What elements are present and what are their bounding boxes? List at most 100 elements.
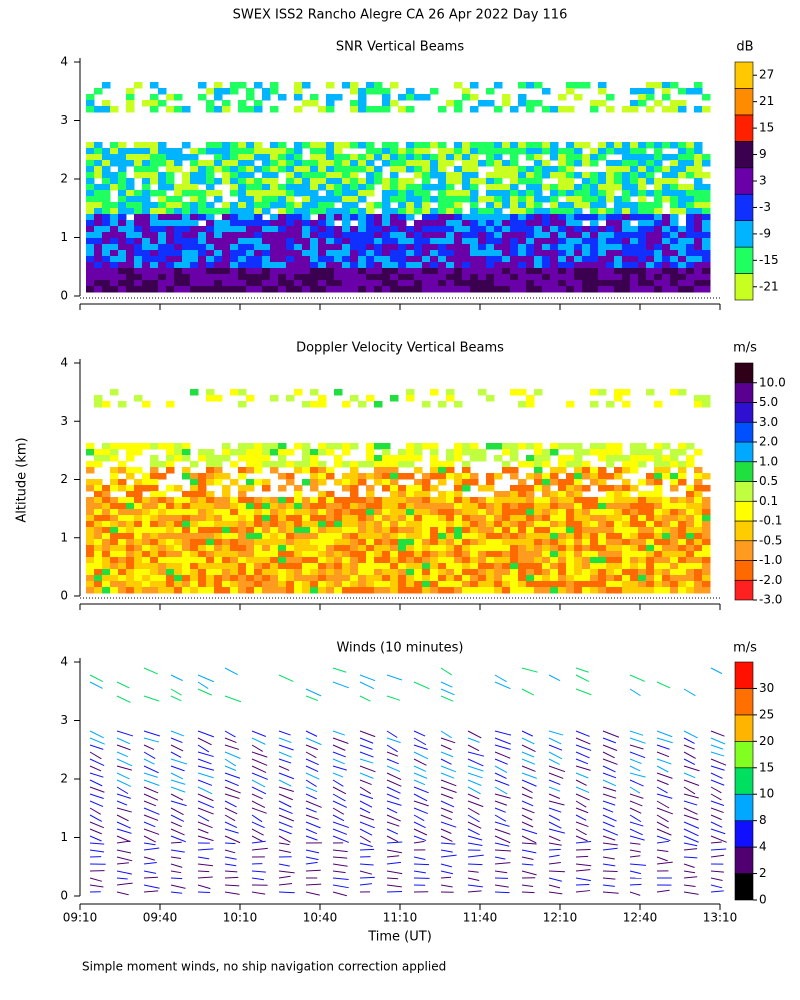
wind-barb — [224, 870, 238, 873]
field-cell — [598, 172, 607, 179]
field-cell — [286, 545, 295, 552]
wind-barb — [494, 793, 511, 799]
field-cell — [254, 106, 263, 113]
field-cell — [462, 581, 471, 588]
field-cell — [462, 166, 471, 173]
field-cell — [342, 190, 351, 197]
field-cell — [94, 401, 103, 408]
field-cell — [286, 274, 295, 281]
field-cell — [302, 82, 311, 89]
field-cell — [638, 178, 647, 185]
field-cell — [494, 527, 503, 534]
field-cell — [686, 280, 695, 287]
field-cell — [662, 166, 671, 173]
field-cell — [646, 268, 655, 275]
field-cell — [638, 88, 647, 95]
field-cell — [366, 262, 375, 269]
field-cell — [310, 202, 319, 209]
field-cell — [678, 461, 687, 468]
field-cell — [190, 238, 199, 245]
wind-barb — [575, 877, 591, 882]
field-cell — [102, 214, 111, 221]
wind-barb — [332, 765, 347, 771]
field-cell — [510, 539, 519, 546]
wind-barb — [413, 821, 426, 829]
colorbar-label: -9 — [759, 226, 771, 240]
field-cell — [510, 491, 519, 498]
field-cell — [534, 503, 543, 510]
field-cell — [102, 250, 111, 257]
field-cell — [622, 569, 631, 576]
field-cell — [222, 148, 231, 155]
wind-barb — [251, 751, 268, 758]
field-cell — [358, 587, 367, 594]
field-cell — [518, 100, 527, 107]
field-cell — [254, 280, 263, 287]
field-cell — [526, 208, 535, 215]
field-cell — [694, 184, 703, 191]
wind-barb — [494, 681, 511, 690]
field-cell — [694, 286, 703, 293]
field-cell — [366, 256, 375, 263]
field-cell — [534, 587, 543, 594]
field-cell — [470, 569, 479, 576]
field-cell — [574, 250, 583, 257]
wind-barb — [494, 821, 510, 827]
field-cell — [110, 509, 119, 516]
field-cell — [646, 515, 655, 522]
field-cell — [334, 148, 343, 155]
field-cell — [566, 214, 575, 221]
field-cell — [606, 262, 615, 269]
field-cell — [494, 160, 503, 167]
field-cell — [646, 286, 655, 293]
field-cell — [510, 178, 519, 185]
field-cell — [326, 106, 335, 113]
wind-barb — [467, 842, 483, 847]
field-cell — [222, 214, 231, 221]
wind-barb — [629, 835, 645, 841]
field-cell — [598, 262, 607, 269]
field-cell — [614, 455, 623, 462]
field-cell — [630, 527, 639, 534]
wind-barb — [521, 835, 537, 844]
wind-barb — [683, 814, 699, 821]
wind-barb — [332, 744, 346, 751]
y-tick-label: 2 — [60, 172, 68, 186]
field-cell — [150, 154, 159, 161]
field-cell — [206, 226, 215, 233]
field-cell — [254, 238, 263, 245]
field-cell — [238, 449, 247, 456]
field-cell — [390, 220, 399, 227]
field-cell — [270, 521, 279, 528]
field-cell — [470, 244, 479, 251]
field-cell — [646, 545, 655, 552]
field-cell — [614, 148, 623, 155]
field-cell — [598, 190, 607, 197]
field-cell — [550, 551, 559, 558]
field-cell — [526, 196, 535, 203]
field-cell — [334, 286, 343, 293]
field-cell — [190, 148, 199, 155]
field-cell — [334, 545, 343, 552]
field-cell — [150, 551, 159, 558]
field-cell — [486, 196, 495, 203]
field-cell — [246, 509, 255, 516]
wind-barb — [332, 772, 344, 778]
field-cell — [262, 172, 271, 179]
field-cell — [478, 244, 487, 251]
wind-barb — [710, 793, 722, 801]
field-cell — [638, 545, 647, 552]
field-cell — [510, 226, 519, 233]
field-cell — [262, 515, 271, 522]
field-cell — [686, 148, 695, 155]
field-cell — [406, 539, 415, 546]
field-cell — [406, 563, 415, 570]
wind-barb — [683, 848, 698, 851]
field-cell — [174, 509, 183, 516]
field-cell — [102, 172, 111, 179]
field-cell — [534, 389, 543, 396]
field-cell — [158, 280, 167, 287]
field-cell — [558, 557, 567, 564]
field-cell — [254, 154, 263, 161]
field-cell — [662, 184, 671, 191]
